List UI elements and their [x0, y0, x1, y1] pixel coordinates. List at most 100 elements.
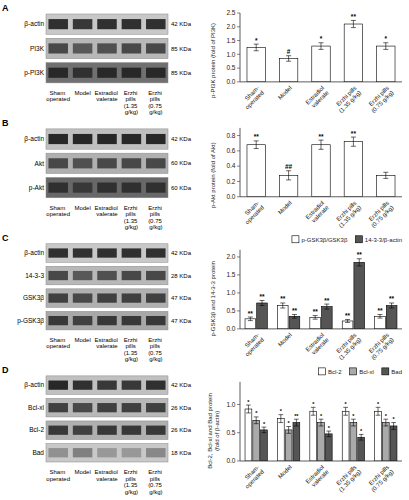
y-tick-label: 1.0 [226, 401, 235, 408]
y-tick [237, 150, 240, 151]
lane-label-line: Sham [50, 337, 67, 343]
error-bar [383, 419, 388, 426]
blot-band [122, 19, 142, 29]
blot-strip [46, 38, 168, 58]
blot-band [97, 426, 117, 435]
lane-label-line: Sham [50, 469, 67, 475]
blot-band [122, 426, 142, 435]
y-tick-label: 0.6 [226, 147, 235, 154]
panel-letter: A [2, 3, 9, 13]
bar [245, 409, 252, 461]
lane-label-line: Estradiol [94, 337, 119, 343]
x-tick-label-line: Model [277, 200, 293, 216]
blot-label: GSK3β [23, 294, 44, 302]
x-axis-line [240, 328, 402, 329]
lane-label: Erzhi pills (0.75 g/kg) [148, 469, 163, 495]
bar [344, 142, 362, 197]
lane-label-line: Erzhi [124, 469, 139, 475]
lane-label: Erzhi pills (0.75 g/kg) [148, 205, 163, 231]
y-tick [237, 328, 240, 329]
error-bar [326, 431, 331, 437]
lane-label-line: Estradiol [94, 205, 119, 211]
error-bar [389, 303, 394, 308]
blot-strip [46, 177, 168, 197]
x-tick-label-line: (1.35 g/kg) [338, 89, 363, 114]
lane-label: Model [74, 90, 90, 96]
lane-label-line: g/kg) [149, 224, 162, 230]
lane-label-line: operated [46, 476, 70, 482]
legend-swatch [350, 368, 357, 375]
lane-label-line: operated [46, 211, 70, 217]
y-tick [237, 181, 240, 182]
significance-mark: * [320, 35, 323, 42]
x-tick-label-line: valerate [310, 336, 330, 356]
error-bar [294, 419, 299, 426]
bar [390, 426, 397, 461]
significance-mark: ** [318, 133, 324, 140]
blot-band [73, 448, 93, 457]
y-tick [237, 40, 240, 41]
y-tick [237, 196, 240, 197]
significance-mark: ** [292, 307, 298, 314]
blot-band [48, 158, 68, 168]
lane-label: Erzhi pills (0.75 g/kg) [148, 90, 163, 116]
legend-swatch [318, 368, 325, 375]
lane-label: Erzhi pills (1.35 g/kg) [124, 469, 139, 495]
lane-label-line: g/kg) [149, 489, 162, 495]
y-tick-label: 0.5 [226, 429, 235, 436]
bar [312, 46, 330, 82]
lane-label: Model [74, 337, 90, 343]
lane-label-line: Erzhi [148, 337, 163, 343]
blot-band [97, 43, 117, 53]
blot-label: p-PI3K [24, 69, 45, 77]
blot-kda: 42 KDa [171, 136, 192, 142]
lane-label-line: g/kg) [149, 356, 162, 362]
blot-band [97, 19, 117, 29]
bar [375, 411, 382, 461]
blot-band [122, 68, 142, 78]
error-bar [376, 407, 381, 415]
blot-band [146, 19, 166, 29]
legend-swatch [382, 368, 389, 375]
x-tick-label: Sham-operated [239, 85, 265, 111]
lane-label-line: Estradiol [94, 90, 119, 96]
y-tick [237, 256, 240, 257]
y-axis-label: Bcl-2, Bcl-xl and Bad protein(fold of β-… [207, 393, 220, 469]
x-tick-label-line: Model [277, 332, 293, 348]
x-tick-label-line: (0.75 g/kg) [370, 336, 395, 361]
x-tick-label: Erzhi pills(0.75 g/kg) [366, 464, 395, 493]
y-tick-label: 0.0 [226, 325, 235, 332]
lane-label: Sham operated [46, 337, 70, 350]
lane-label: Estradiol valerate [94, 90, 119, 103]
x-tick-label-line: (1.35 g/kg) [338, 469, 363, 494]
x-tick-label: Sham-operated [239, 200, 265, 226]
lane-label-line: pills [125, 343, 137, 349]
legend-swatch [292, 236, 299, 243]
blot-label: 14-3-3 [25, 272, 44, 279]
blot-band [48, 134, 68, 144]
significance-mark: ** [377, 307, 383, 314]
blot-band [97, 248, 117, 257]
blot-strip [46, 289, 168, 308]
x-tick-label-line: (1.35 g/kg) [338, 204, 363, 229]
blot-band [97, 183, 117, 193]
y-tick [237, 135, 240, 136]
bar [247, 47, 265, 81]
bar [261, 430, 268, 461]
lane-label-line: pills [150, 476, 162, 482]
blot-band [122, 293, 142, 302]
blot-strip [46, 376, 168, 395]
x-axis-line [240, 461, 402, 462]
lane-label-line: operated [46, 96, 70, 102]
error-bar [254, 417, 259, 424]
y-axis-line [240, 382, 241, 461]
blot-band [146, 183, 166, 193]
error-bar [262, 427, 267, 433]
y-tick [237, 13, 240, 14]
blot-band [97, 158, 117, 168]
x-tick-label: Estradiolvalerate [304, 84, 330, 110]
x-tick-label-line: (0.75 g/kg) [370, 204, 395, 229]
blot-kda: 60 KDa [171, 160, 192, 166]
lane-label: Model [74, 469, 90, 475]
x-tick-label-line: operated [244, 204, 265, 225]
